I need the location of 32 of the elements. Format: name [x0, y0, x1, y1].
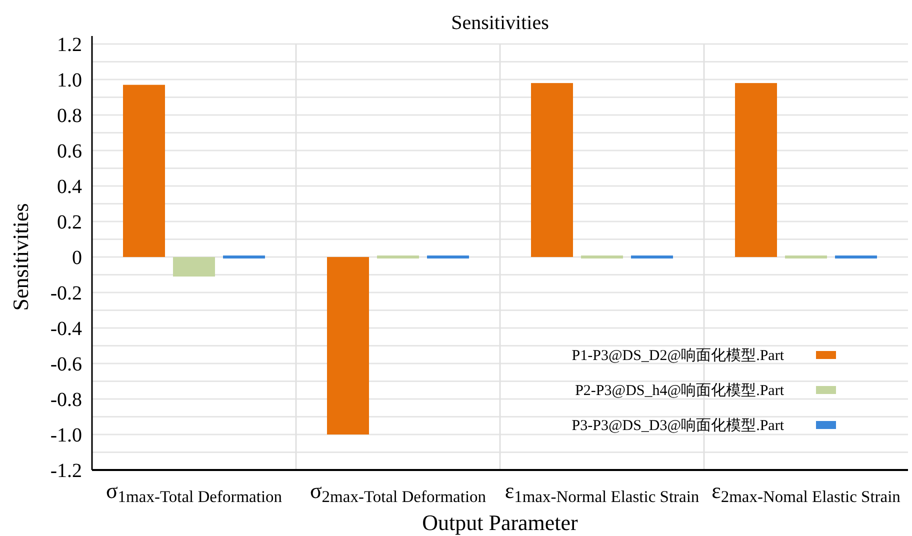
y-tick-label: 0.6 — [57, 140, 82, 162]
bar — [835, 256, 877, 258]
bar — [327, 257, 369, 434]
y-tick-label: 0 — [72, 247, 82, 269]
bar — [427, 256, 469, 258]
bar — [173, 257, 215, 277]
legend-label: P3-P3@DS_D3@响面化模型.Part — [572, 417, 785, 434]
bar — [531, 83, 573, 257]
y-tick-label: -0.6 — [50, 354, 82, 376]
bar — [223, 256, 265, 258]
x-axis-title: Output Parameter — [422, 510, 579, 535]
y-tick-label: -0.8 — [50, 389, 82, 411]
y-tick-label: -0.2 — [50, 282, 82, 304]
y-tick-label: 0.8 — [57, 105, 82, 127]
y-tick-label: 1.0 — [57, 70, 82, 92]
x-tick-label: ε$_{1max-Normal Elastic Strain}$ — [504, 478, 700, 506]
y-tick-label: 0.2 — [57, 212, 82, 234]
y-tick-label: 1.2 — [57, 34, 82, 56]
x-tick-label: σ$_{2max-Total Deformation}$ — [310, 478, 486, 506]
y-tick-label: -0.4 — [50, 318, 82, 340]
y-tick-label: -1.0 — [50, 424, 82, 446]
y-tick-label: -1.2 — [50, 460, 82, 482]
y-axis-title: Sensitivities — [8, 203, 33, 311]
x-tick-label: ε$_{2max-Nomal Elastic Strain}$ — [712, 478, 900, 506]
bar — [123, 84, 165, 257]
bar — [735, 83, 777, 257]
bar — [631, 256, 673, 258]
legend-label: P1-P3@DS_D2@响面化模型.Part — [572, 347, 785, 364]
legend-label: P2-P3@DS_h4@响面化模型.Part — [575, 382, 785, 399]
y-tick-label: 0.4 — [57, 176, 82, 198]
x-tick-label: σ$_{1max-Total Deformation}$ — [106, 478, 282, 506]
chart-title: Sensitivities — [451, 12, 550, 34]
